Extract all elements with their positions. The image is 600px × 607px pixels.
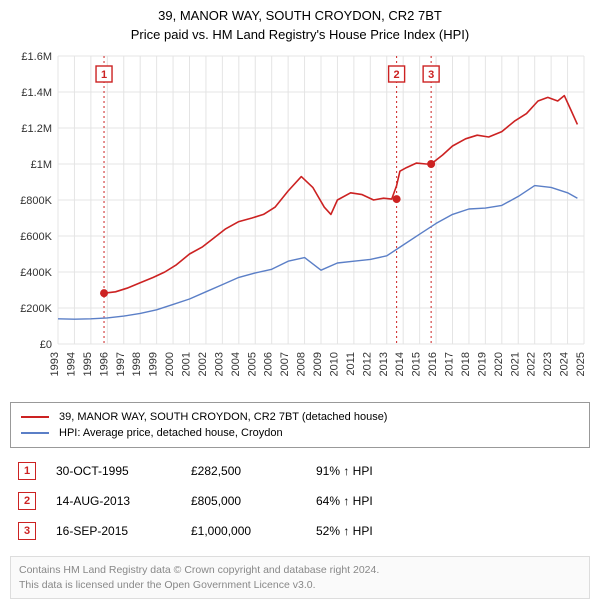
price-chart: £0 £200K £400K £600K £800K £1M £1.2M £1.4M £1.6M… bbox=[10, 50, 590, 390]
svg-text:£800K: £800K bbox=[20, 195, 52, 207]
svg-text:2019: 2019 bbox=[476, 352, 488, 376]
legend-swatch bbox=[21, 416, 49, 418]
svg-text:2005: 2005 bbox=[246, 352, 258, 376]
chart-svg: £0 £200K £400K £600K £800K £1M £1.2M £1.4M £1.6M… bbox=[10, 50, 590, 390]
svg-text:2013: 2013 bbox=[378, 352, 390, 376]
svg-text:2014: 2014 bbox=[394, 352, 406, 376]
event-hpi: 64% ↑ HPI bbox=[316, 494, 416, 508]
legend: 39, MANOR WAY, SOUTH CROYDON, CR2 7BT (d… bbox=[10, 402, 590, 448]
svg-text:2021: 2021 bbox=[509, 352, 521, 376]
svg-text:1999: 1999 bbox=[148, 352, 160, 376]
svg-text:£1.4M: £1.4M bbox=[21, 87, 52, 99]
svg-text:2016: 2016 bbox=[427, 352, 439, 376]
svg-text:£1.2M: £1.2M bbox=[21, 123, 52, 135]
svg-text:2023: 2023 bbox=[542, 352, 554, 376]
event-date: 16-SEP-2015 bbox=[56, 524, 171, 538]
footer-line: This data is licensed under the Open Gov… bbox=[19, 578, 581, 593]
event-marker-icon: 3 bbox=[18, 522, 36, 540]
event-date: 30-OCT-1995 bbox=[56, 464, 171, 478]
svg-text:2025: 2025 bbox=[575, 352, 587, 376]
svg-text:£200K: £200K bbox=[20, 303, 52, 315]
svg-text:£1M: £1M bbox=[31, 159, 52, 171]
svg-text:1: 1 bbox=[101, 69, 107, 81]
event-row: 1 30-OCT-1995 £282,500 91% ↑ HPI bbox=[10, 456, 590, 486]
footer-line: Contains HM Land Registry data © Crown c… bbox=[19, 563, 581, 578]
svg-text:2004: 2004 bbox=[230, 352, 242, 376]
svg-text:2009: 2009 bbox=[312, 352, 324, 376]
page-subtitle: Price paid vs. HM Land Registry's House … bbox=[10, 27, 590, 42]
svg-text:1993: 1993 bbox=[49, 352, 61, 376]
event-hpi: 52% ↑ HPI bbox=[316, 524, 416, 538]
svg-text:2024: 2024 bbox=[559, 352, 571, 376]
svg-text:2011: 2011 bbox=[345, 352, 357, 376]
event-price: £805,000 bbox=[191, 494, 296, 508]
svg-text:2000: 2000 bbox=[164, 352, 176, 376]
svg-text:£400K: £400K bbox=[20, 267, 52, 279]
legend-item-property: 39, MANOR WAY, SOUTH CROYDON, CR2 7BT (d… bbox=[21, 409, 579, 425]
svg-text:1997: 1997 bbox=[115, 352, 127, 376]
svg-text:2006: 2006 bbox=[263, 352, 275, 376]
event-row: 3 16-SEP-2015 £1,000,000 52% ↑ HPI bbox=[10, 516, 590, 546]
legend-label: 39, MANOR WAY, SOUTH CROYDON, CR2 7BT (d… bbox=[59, 411, 387, 423]
svg-text:1998: 1998 bbox=[131, 352, 143, 376]
svg-text:2020: 2020 bbox=[493, 352, 505, 376]
svg-text:2010: 2010 bbox=[328, 352, 340, 376]
svg-text:£1.6M: £1.6M bbox=[21, 51, 52, 63]
svg-text:1996: 1996 bbox=[98, 352, 110, 376]
svg-text:2015: 2015 bbox=[411, 352, 423, 376]
event-row: 2 14-AUG-2013 £805,000 64% ↑ HPI bbox=[10, 486, 590, 516]
svg-text:£600K: £600K bbox=[20, 231, 52, 243]
event-price: £282,500 bbox=[191, 464, 296, 478]
legend-item-hpi: HPI: Average price, detached house, Croy… bbox=[21, 425, 579, 441]
event-price: £1,000,000 bbox=[191, 524, 296, 538]
svg-text:2: 2 bbox=[394, 69, 400, 81]
legend-label: HPI: Average price, detached house, Croy… bbox=[59, 427, 283, 439]
event-marker-icon: 2 bbox=[18, 492, 36, 510]
event-marker-icon: 1 bbox=[18, 462, 36, 480]
legend-swatch bbox=[21, 432, 49, 434]
svg-text:3: 3 bbox=[428, 69, 434, 81]
svg-text:2012: 2012 bbox=[361, 352, 373, 376]
event-hpi: 91% ↑ HPI bbox=[316, 464, 416, 478]
svg-text:2007: 2007 bbox=[279, 352, 291, 376]
svg-text:£0: £0 bbox=[40, 339, 52, 351]
svg-text:1995: 1995 bbox=[82, 352, 94, 376]
svg-text:2008: 2008 bbox=[296, 352, 308, 376]
page-title: 39, MANOR WAY, SOUTH CROYDON, CR2 7BT bbox=[10, 8, 590, 23]
svg-text:2001: 2001 bbox=[181, 352, 193, 376]
events-table: 1 30-OCT-1995 £282,500 91% ↑ HPI 2 14-AU… bbox=[10, 456, 590, 546]
svg-text:2022: 2022 bbox=[526, 352, 538, 376]
svg-text:2002: 2002 bbox=[197, 352, 209, 376]
svg-text:2018: 2018 bbox=[460, 352, 472, 376]
svg-text:2017: 2017 bbox=[444, 352, 456, 376]
svg-text:1994: 1994 bbox=[65, 352, 77, 376]
event-date: 14-AUG-2013 bbox=[56, 494, 171, 508]
svg-text:2003: 2003 bbox=[213, 352, 225, 376]
chart-container: 39, MANOR WAY, SOUTH CROYDON, CR2 7BT Pr… bbox=[0, 0, 600, 607]
attribution-footer: Contains HM Land Registry data © Crown c… bbox=[10, 556, 590, 599]
